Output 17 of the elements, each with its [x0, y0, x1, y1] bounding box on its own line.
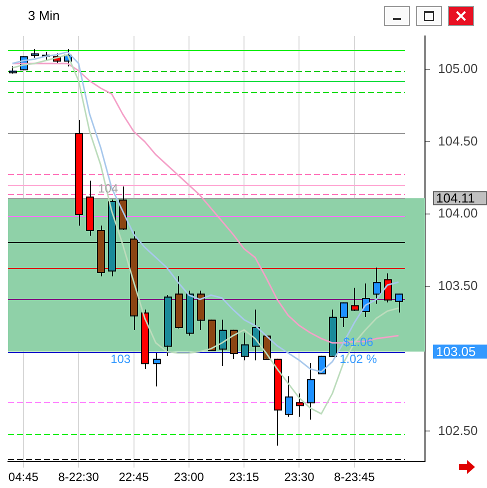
- x-tick-label: 8-22:30: [58, 470, 100, 484]
- y-tick-label: 103.50: [438, 278, 478, 294]
- y-tick-label: 102.50: [438, 422, 478, 438]
- y-tick-label: 104.50: [438, 133, 478, 148]
- ref-line-label: 104.11: [436, 190, 475, 206]
- annotation: 1.02 %: [340, 352, 378, 366]
- x-tick-label: 23:00: [174, 470, 204, 484]
- annotation: 103: [110, 352, 131, 366]
- x-tick-label: 23:15: [229, 470, 260, 484]
- chart-title: 3 Min: [28, 8, 60, 23]
- ref-line-label: 103.05: [436, 344, 476, 360]
- x-tick-label: 8-23:45: [334, 470, 376, 484]
- x-tick-label: 22:45: [118, 470, 150, 484]
- y-tick-label: 104.00: [438, 206, 478, 221]
- x-tick-label: 04:45: [8, 470, 39, 484]
- y-tick-label: 105.00: [438, 60, 478, 76]
- x-tick-label: 23:30: [284, 470, 315, 484]
